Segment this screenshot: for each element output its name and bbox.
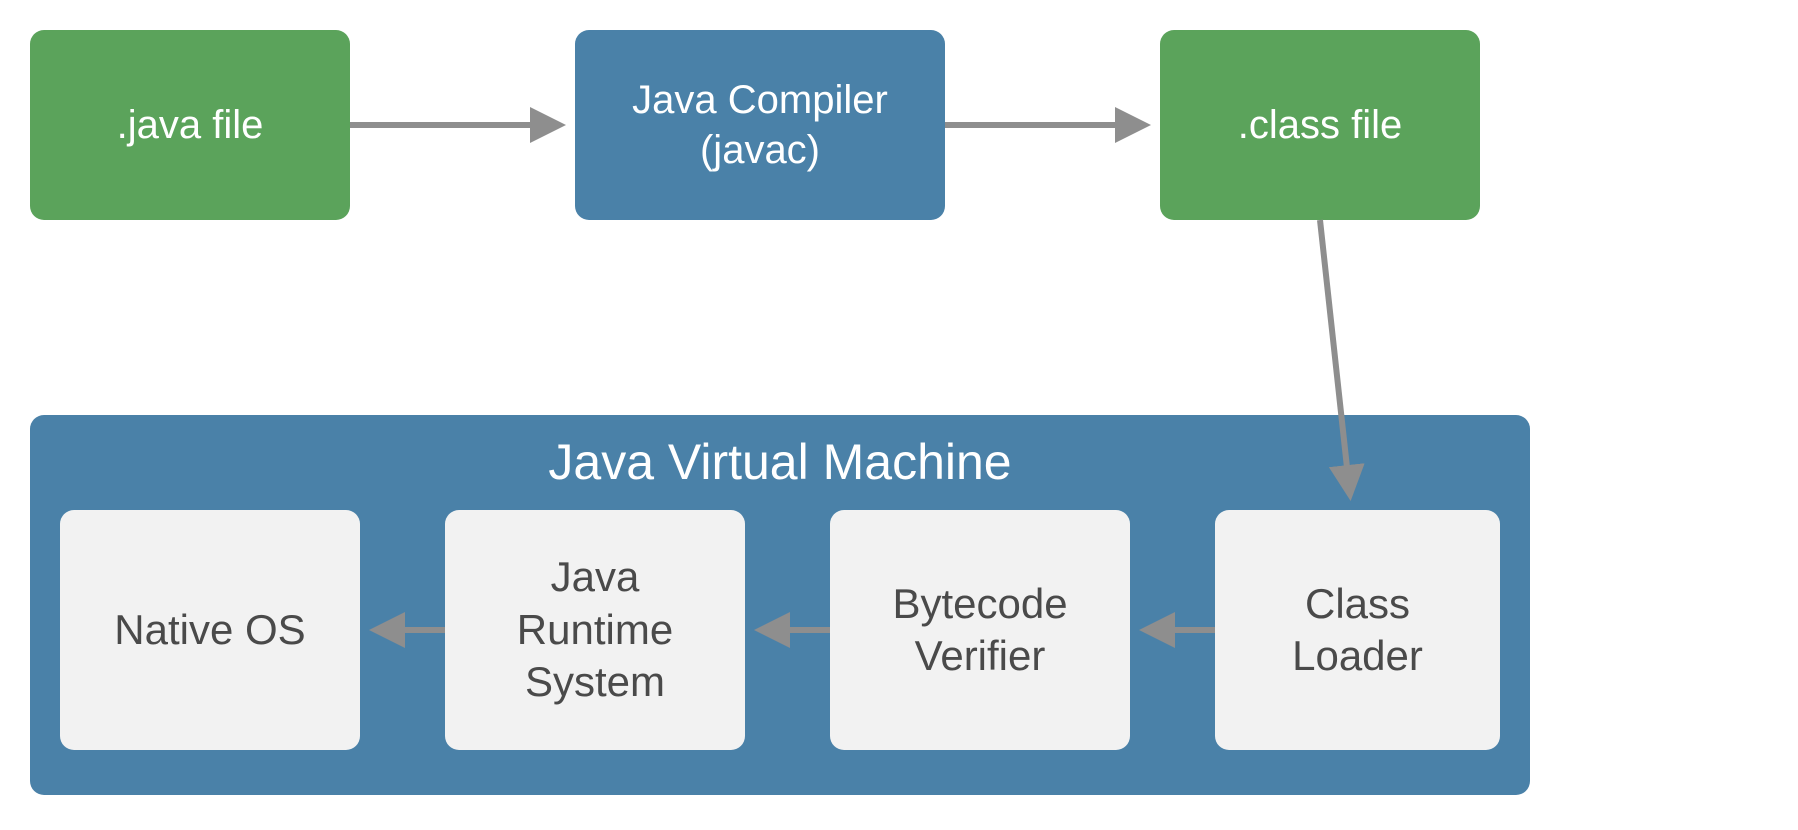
node-label: Native OS — [114, 604, 305, 657]
node-label: .class file — [1238, 100, 1403, 150]
jvm-title: Java Virtual Machine — [30, 433, 1530, 491]
node-java-compiler: Java Compiler(javac) — [575, 30, 945, 220]
node-native-os: Native OS — [60, 510, 360, 750]
node-label: ClassLoader — [1292, 578, 1423, 683]
node-java-file: .java file — [30, 30, 350, 220]
node-label: BytecodeVerifier — [892, 578, 1067, 683]
node-label: JavaRuntimeSystem — [517, 551, 673, 709]
node-label: .java file — [117, 100, 264, 150]
node-class-file: .class file — [1160, 30, 1480, 220]
node-java-runtime: JavaRuntimeSystem — [445, 510, 745, 750]
node-bytecode-verifier: BytecodeVerifier — [830, 510, 1130, 750]
node-label: Java Compiler(javac) — [632, 75, 888, 175]
node-class-loader: ClassLoader — [1215, 510, 1500, 750]
